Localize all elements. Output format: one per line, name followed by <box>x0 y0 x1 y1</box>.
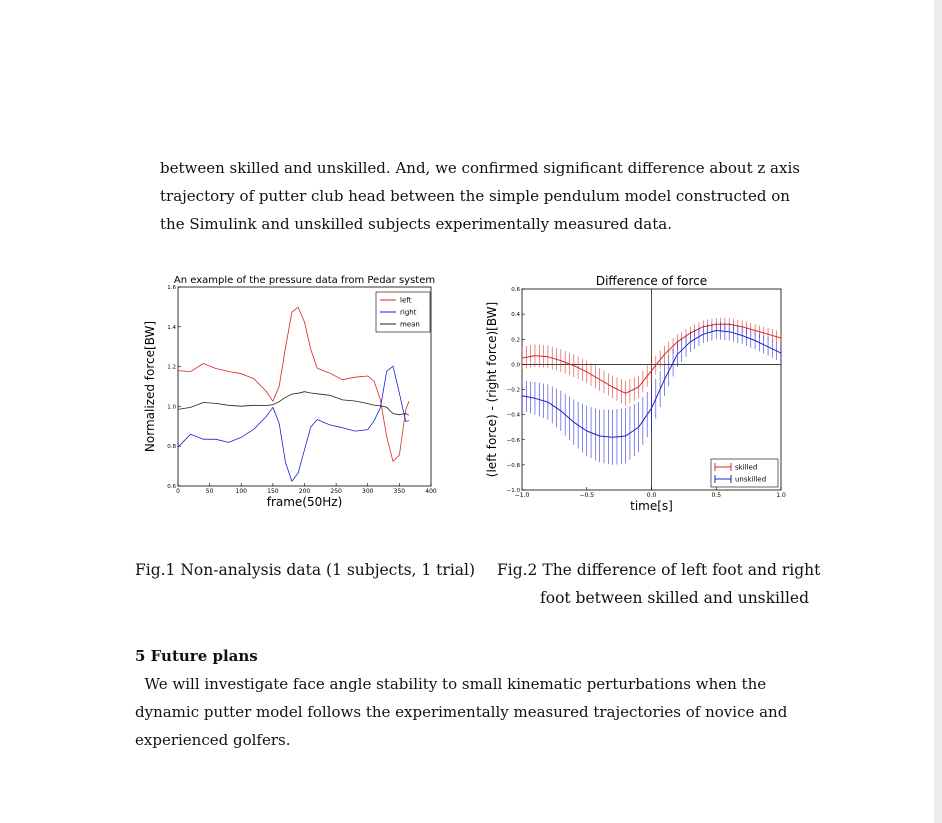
y-tick-label: 0.0 <box>511 362 520 368</box>
x-tick-label: 100 <box>236 488 248 495</box>
x-tick-label: 300 <box>362 488 374 495</box>
x-tick-label: 150 <box>267 488 279 495</box>
y-tick-label: 0.6 <box>511 287 520 293</box>
x-tick-label: 0 <box>176 488 180 495</box>
y-tick-label: 0.2 <box>511 337 520 343</box>
legend-label-left: left <box>400 297 412 305</box>
legend-box <box>710 458 779 488</box>
body-paragraph-1: between skilled and unskilled. And, we c… <box>160 159 800 233</box>
legend-label-skilled: skilled <box>735 464 757 472</box>
y-tick-label: −0.6 <box>507 438 521 444</box>
y-tick-label: 1.6 <box>167 285 176 291</box>
body-paragraph-2: We will investigate face angle stability… <box>135 670 810 754</box>
chart-title: An example of the pressure data from Ped… <box>174 275 435 286</box>
series-line-right <box>177 365 410 482</box>
y-tick-label: 0.8 <box>167 444 176 450</box>
legend-label-mean: mean <box>400 321 420 329</box>
x-axis-label: frame(50Hz) <box>267 495 343 509</box>
legend-label-right: right <box>400 309 417 317</box>
y-axis-label: Normalized force[BW] <box>143 321 157 452</box>
series-line-unskilled <box>521 330 782 438</box>
y-tick-label: −0.4 <box>507 413 521 419</box>
x-tick-label: 350 <box>394 488 406 495</box>
x-tick-label: 0.0 <box>647 492 657 499</box>
body-paragraph-2-text: We will investigate face angle stability… <box>135 675 788 749</box>
y-tick-label: 0.4 <box>511 312 520 318</box>
figure-1-pressure-chart: 0 50 100 150 200 250 300 350 400 0.6 0.8 1.0 1.2 1.4 1… <box>143 275 437 509</box>
figure-2-difference-chart: −1.0 −0.5 0.0 0.5 1.0 −1.0 −0.8 −0.6 −0.4 −0.2 0.0… <box>485 274 786 513</box>
y-tick-label: 1.0 <box>167 404 176 410</box>
y-tick-label: 1.2 <box>167 365 176 371</box>
y-tick-label: −0.8 <box>507 463 521 469</box>
x-tick-label: 0.5 <box>711 492 721 499</box>
x-tick-label: 250 <box>330 488 342 495</box>
x-axis-label: time[s] <box>630 499 673 513</box>
section-heading: 5 Future plans <box>135 647 258 665</box>
figure-1-caption: Fig.1 Non-analysis data (1 subjects, 1 t… <box>135 561 476 579</box>
y-tick-label: 1.4 <box>167 325 176 331</box>
x-tick-label: −0.5 <box>579 492 594 499</box>
page-edge-strip <box>934 0 942 823</box>
x-tick-label: 400 <box>425 488 437 495</box>
y-tick-label: 0.6 <box>167 484 176 490</box>
series-line-left <box>177 306 410 462</box>
series-line-mean <box>177 391 410 416</box>
x-tick-label: 50 <box>206 488 214 495</box>
y-tick-label: −1.0 <box>507 488 521 494</box>
x-tick-label: 200 <box>299 488 311 495</box>
y-axis-label: (left force) - (right force)[BW] <box>485 302 499 477</box>
x-tick-label: −1.0 <box>515 492 530 499</box>
legend-label-unskilled: unskilled <box>735 476 766 484</box>
y-tick-label: −0.2 <box>507 388 520 394</box>
chart-title: Difference of force <box>596 274 707 288</box>
x-tick-label: 1.0 <box>776 492 786 499</box>
figure-2-caption-line-1: Fig.2 The difference of left foot and ri… <box>497 561 821 579</box>
figure-2-caption-line-2: foot between skilled and unskilled <box>540 589 809 607</box>
